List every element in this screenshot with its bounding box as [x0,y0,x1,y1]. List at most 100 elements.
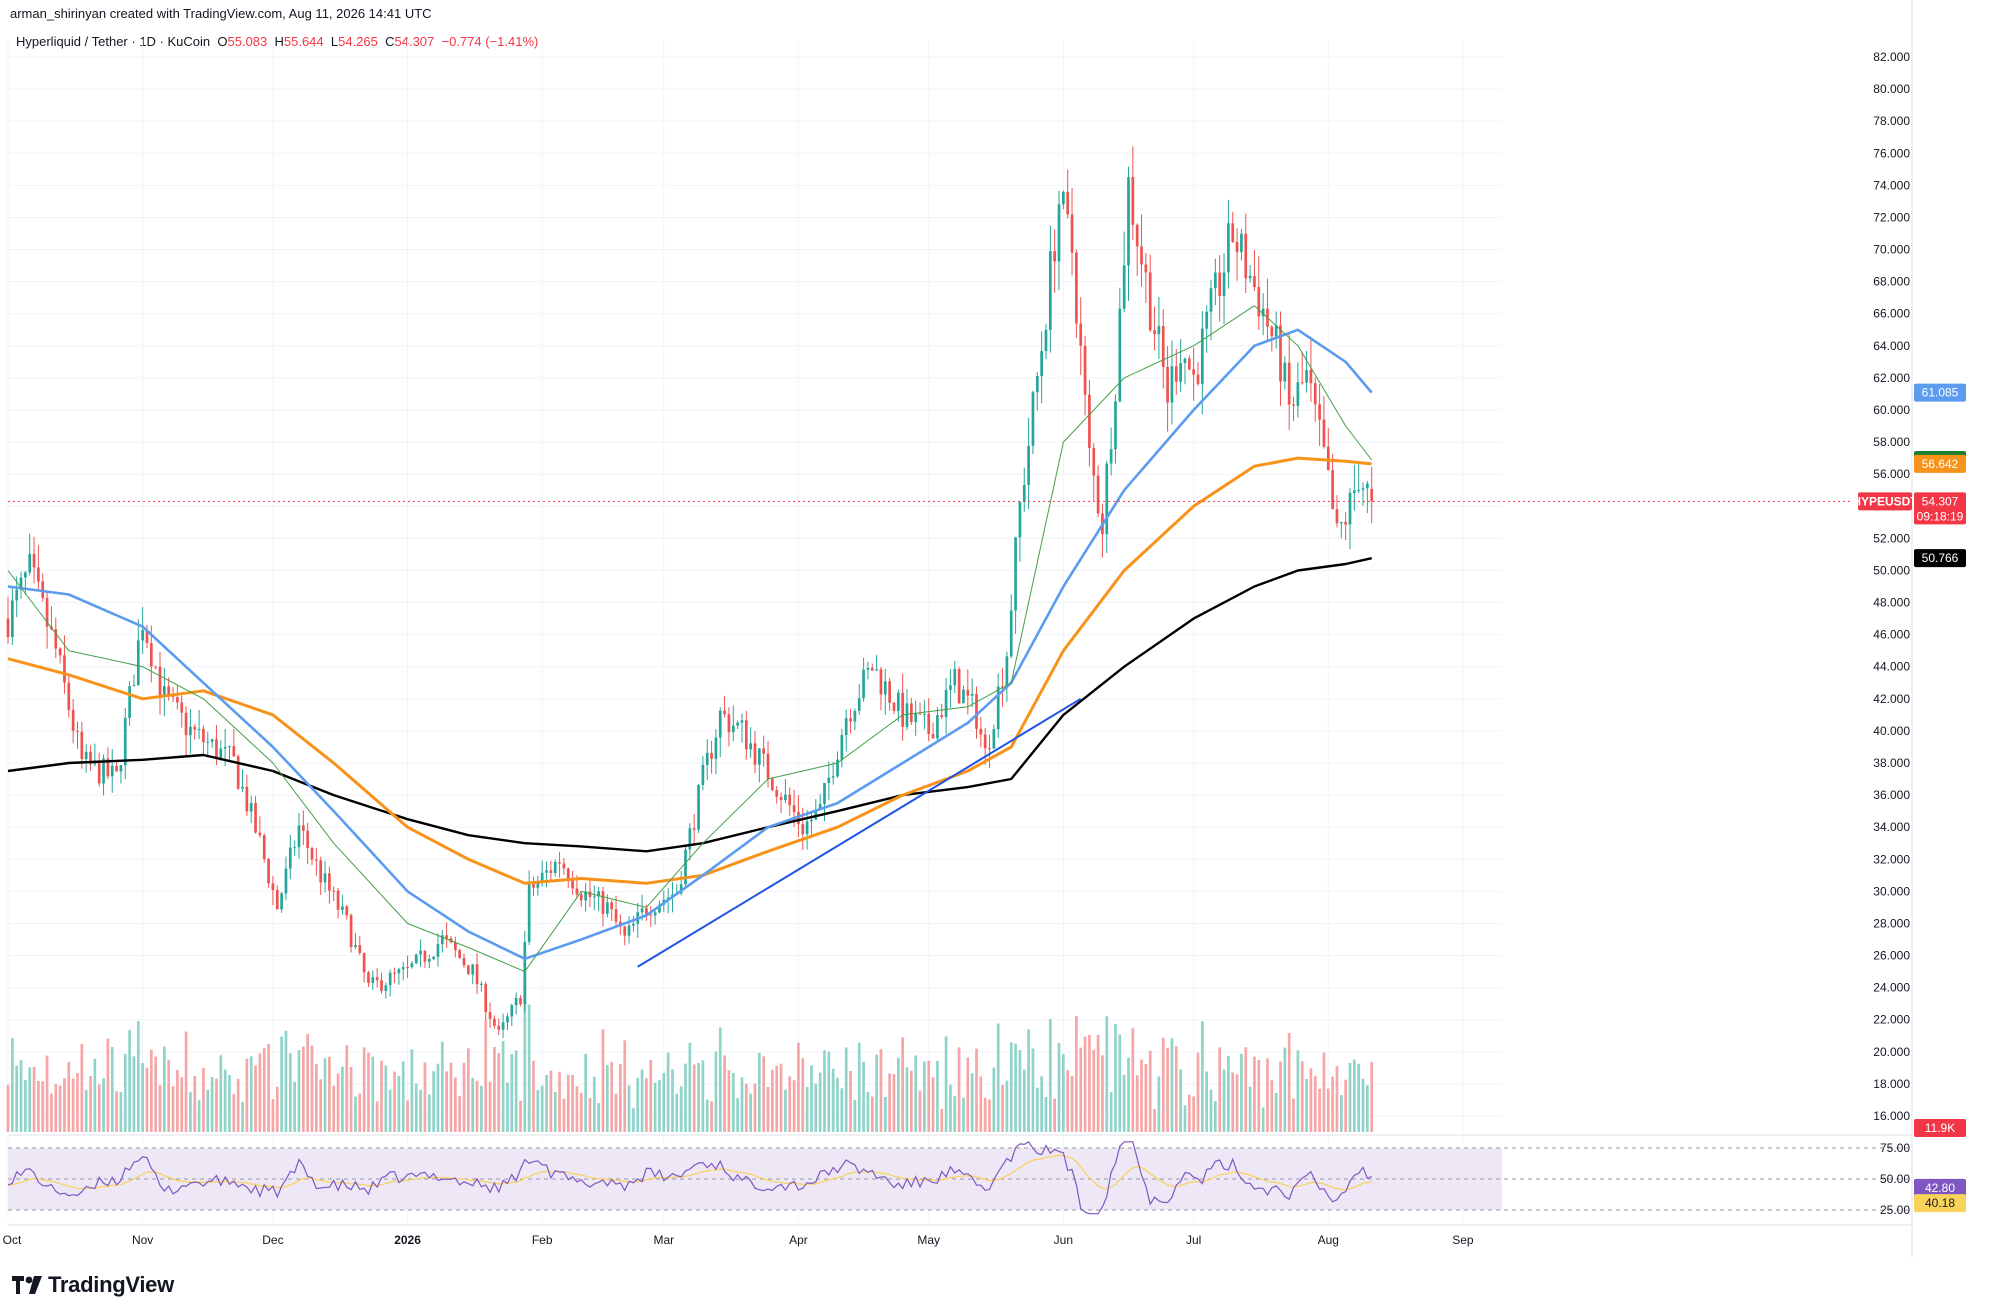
volume-bar [1214,1101,1217,1132]
volume-bar [779,1063,783,1132]
candle-body [480,983,483,985]
volume-bar [488,1081,492,1132]
volume-bar [1040,1076,1043,1132]
candle-body [1309,369,1313,384]
candle-body [332,890,336,892]
volume-bar [1062,1054,1065,1132]
ma-line-green [7,305,1373,973]
volume-bar [1218,1047,1222,1132]
volume-bar [280,1036,283,1132]
candle-body [766,753,770,779]
candle-body [862,669,865,699]
symbol-name[interactable]: Hyperliquid / Tether · 1D · KuCoin [16,34,211,49]
candle-body [597,891,600,897]
volume-bar [445,1071,448,1132]
candle-body [983,734,987,749]
time-axis[interactable]: Oct Nov Dec 2026 Feb Mar Apr May Jun Jul Aug Sep [3,1233,1474,1247]
volume-tag-bg [1914,1119,1966,1137]
tradingview-logo[interactable]: TradingView [12,1272,174,1298]
candle-body [1044,329,1048,352]
candle-body [262,835,266,860]
volume-bar [1187,1094,1191,1132]
volume-bar [1009,1042,1013,1132]
candle-body [753,743,757,765]
candle-body [202,728,205,743]
volume-bar [1044,1097,1048,1132]
candle-body [558,862,561,864]
candle-body [688,828,692,850]
candle-body [397,969,401,974]
candle-body [197,728,201,730]
candle-body [910,703,913,722]
volume-bar [1200,1021,1204,1132]
volume-bar [910,1070,913,1132]
volume-bar [757,1052,761,1132]
volume-bar [1148,1050,1152,1132]
volume-bar [1326,1088,1330,1132]
volume-bar [1161,1037,1165,1132]
price-tick-label: 36.000 [1873,788,1910,802]
candle-body [1318,404,1321,420]
time-tick-label: May [917,1233,940,1247]
candle-body [19,577,23,590]
candle-body [905,703,909,727]
volume-bar [1331,1076,1334,1132]
candle-body [1157,325,1161,335]
ma-value-tag: 61.085 [1922,386,1959,400]
candle-body [76,730,79,732]
candle-body [718,710,722,738]
volume-bar [766,1086,770,1132]
volume-bar [267,1043,270,1132]
candle-body [436,944,440,957]
candle-body [414,954,418,964]
candle-body [1057,204,1061,262]
candle-body [1274,325,1278,337]
price-tick-label: 24.000 [1873,981,1910,995]
candle-body [1331,470,1334,510]
volume-bar [506,1082,509,1132]
price-tick-label: 78.000 [1873,114,1910,128]
price-tick-label: 70.000 [1873,243,1910,257]
candle-body [736,722,739,726]
volume-bar [41,1081,45,1132]
candle-body [380,980,383,991]
volume-bar [914,1055,918,1132]
candle-body [705,752,709,765]
candle-body [1014,537,1017,611]
volume-bar [358,1093,362,1132]
candle-body [810,819,813,822]
volume-bar [71,1078,75,1132]
volume-bar [354,1096,357,1132]
volume-bar [710,1101,713,1132]
candle-body [267,859,270,884]
price-tick-label: 76.000 [1873,146,1910,160]
candle-body [614,909,618,922]
countdown-tag: 09:18:19 [1917,509,1964,523]
candle-body [1235,241,1239,253]
candle-body [128,686,131,718]
volume-bar [705,1099,709,1132]
price-tick-label: 26.000 [1873,949,1910,963]
candle-body [545,870,548,873]
volume-bar [1248,1086,1252,1132]
volume-bar [497,1053,501,1132]
volume-bar [336,1073,340,1132]
volume-bar [831,1068,835,1132]
ma-value-tag: 56.642 [1922,457,1959,471]
volume-bar [406,1100,409,1132]
candle-body [714,737,718,759]
candle-body [319,860,323,883]
candle-body [271,883,275,891]
candle-body [475,964,479,985]
candle-body [15,589,19,601]
price-axis[interactable]: 82.000 80.000 78.000 76.000 74.000 72.000 70.0… [1873,50,1910,1217]
volume-bar [432,1071,435,1132]
volume-bar [875,1054,878,1132]
price-tick-label: 58.000 [1873,435,1910,449]
candle-body [962,689,965,704]
volume-bar [288,1053,292,1132]
volume-bar [215,1078,218,1132]
volume-bar [141,1063,144,1132]
volume-bar [1035,1087,1039,1132]
